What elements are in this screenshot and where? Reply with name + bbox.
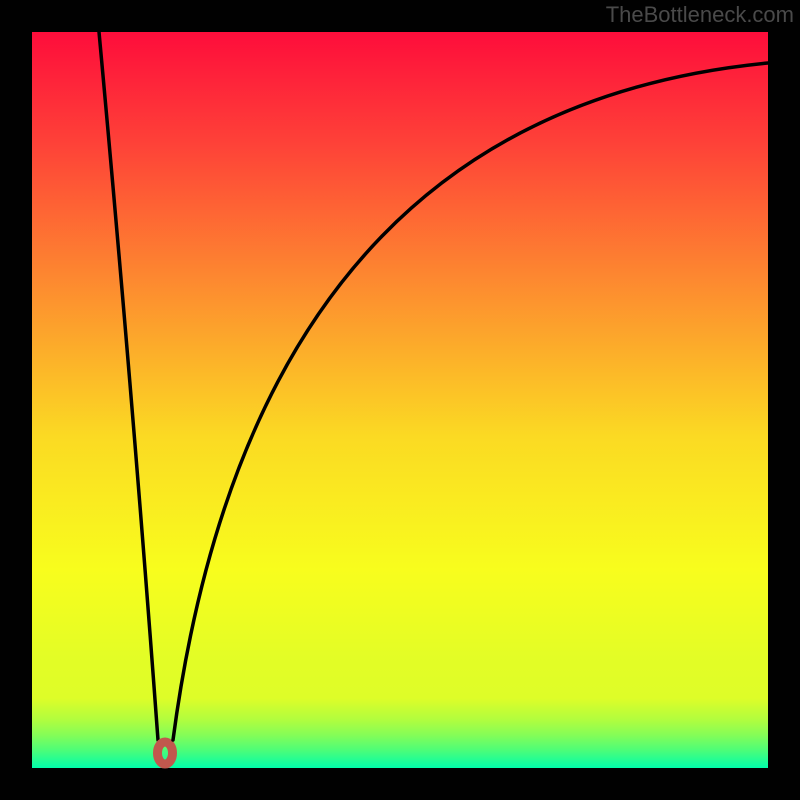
attribution-text: TheBottleneck.com [606, 0, 800, 28]
chart-container: TheBottleneck.com [0, 0, 800, 800]
chart-svg [0, 0, 800, 800]
plot-area [32, 32, 768, 768]
